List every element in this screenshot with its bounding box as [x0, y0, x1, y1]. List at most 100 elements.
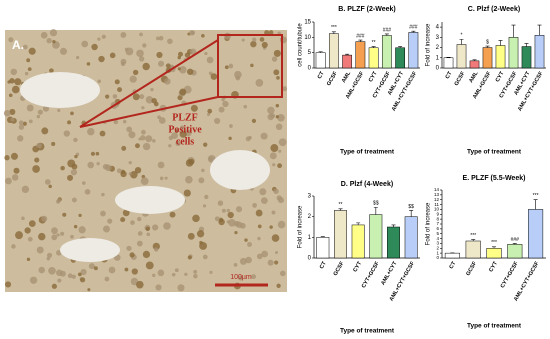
cell: [78, 213, 82, 218]
annotation: Positive: [168, 124, 202, 135]
bar: [482, 47, 493, 69]
cell: [206, 112, 211, 117]
y-axis-label: cell count/tubule: [298, 23, 304, 67]
lumen: [115, 186, 185, 214]
cell: [87, 288, 91, 292]
lumen: [210, 150, 270, 190]
bar: [444, 252, 460, 259]
cell: [164, 78, 171, 85]
error-bar: [320, 236, 325, 238]
cell: [142, 142, 151, 151]
cell: [104, 276, 110, 282]
cell: [84, 188, 91, 195]
error-bar: [492, 246, 496, 249]
cell: [57, 108, 61, 113]
cell: [260, 132, 268, 140]
cell: [137, 231, 143, 236]
y-axis-label: Fold of increase: [426, 202, 432, 245]
cell: [101, 192, 105, 197]
cell: [136, 49, 144, 58]
cell: [26, 104, 34, 112]
cell: [228, 218, 236, 227]
cell: [114, 79, 120, 85]
cell: [189, 48, 197, 55]
cell: [174, 268, 179, 273]
cell: [184, 52, 191, 58]
cell: [14, 78, 22, 86]
cell: [174, 129, 179, 133]
y-tick-label: 6: [436, 226, 439, 231]
cell: [17, 135, 24, 142]
y-tick-label: 0: [436, 66, 440, 72]
cell: [130, 220, 135, 225]
cell: [142, 250, 151, 259]
cell: [108, 266, 116, 274]
error-bar: [411, 30, 416, 33]
cell: [204, 194, 209, 200]
cell: [90, 151, 96, 156]
cell: [261, 41, 268, 48]
error-bar: [537, 24, 542, 36]
bar: [521, 46, 532, 69]
cell: [245, 256, 252, 264]
cell: [11, 174, 19, 181]
x-tick-label: CT: [319, 260, 328, 270]
cell: [49, 68, 54, 73]
error-bar: [356, 222, 361, 225]
cell: [87, 161, 95, 169]
significance: $$: [373, 201, 379, 207]
cell: [141, 106, 145, 110]
cell: [145, 96, 154, 104]
cell: [203, 142, 208, 147]
cell: [47, 252, 53, 258]
cell: [11, 244, 16, 249]
bar: [507, 244, 523, 259]
y-tick-label: 1: [436, 55, 440, 61]
cell: [34, 157, 40, 163]
inset-box: [217, 34, 283, 98]
cell: [51, 234, 58, 241]
cell: [79, 277, 86, 283]
error-bar: [409, 210, 414, 217]
x-tick-label: AML: [468, 70, 479, 84]
y-tick-label: 7: [436, 221, 439, 226]
cell: [235, 206, 243, 213]
cell: [51, 141, 56, 147]
bar: [408, 32, 419, 69]
cell: [134, 166, 142, 174]
cell: [152, 224, 159, 231]
cell: [44, 179, 51, 185]
y-tick-label: 0: [308, 66, 312, 72]
cell: [27, 236, 33, 242]
cell: [251, 118, 257, 123]
y-tick-label: 8: [436, 216, 439, 221]
cell: [130, 171, 138, 179]
bar: [369, 214, 383, 259]
cell: [140, 135, 146, 141]
bar: [465, 240, 481, 259]
significance: ***: [533, 193, 539, 199]
cell: [158, 35, 164, 41]
cell: [126, 126, 133, 133]
significance: **: [339, 202, 343, 208]
x-tick-label: CYT+GCSF: [361, 260, 381, 289]
cell: [128, 160, 132, 165]
y-tick-label: 15: [304, 20, 311, 26]
cell: [41, 215, 48, 222]
cell: [271, 234, 280, 242]
y-tick-label: 0: [436, 255, 439, 260]
cell: [229, 124, 233, 128]
cell: [122, 119, 127, 124]
cell: [276, 283, 281, 288]
cell: [277, 220, 286, 229]
cell: [217, 200, 224, 206]
chart-title: D. Plzf (4-Week): [341, 181, 393, 188]
cell: [136, 280, 144, 289]
chart-title: C. Plzf (2-Week): [468, 6, 520, 13]
cell: [214, 216, 220, 222]
lumen: [60, 238, 120, 262]
error-bar: [472, 59, 477, 61]
cell: [259, 37, 265, 42]
cell: [267, 259, 274, 266]
cell: [251, 274, 257, 280]
